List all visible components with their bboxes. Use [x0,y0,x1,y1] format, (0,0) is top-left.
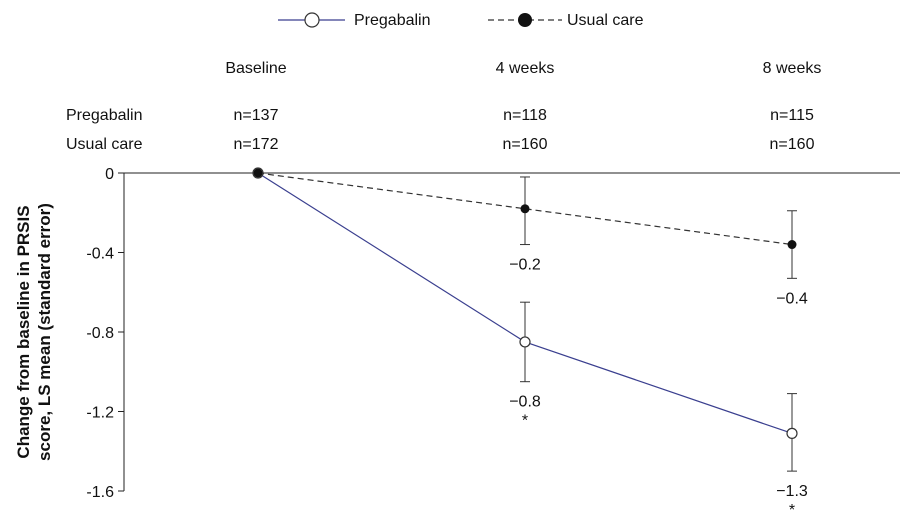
data-label-usual-care: −0.4 [776,290,808,307]
header-8-weeks: 8 weeks [763,60,822,77]
y-tick-label: 0 [105,166,114,183]
data-point-usual-care [787,240,797,250]
significance-marker: * [789,502,795,514]
legend-marker-pregabalin [304,12,320,28]
legend-marker-usual-care [518,13,532,27]
data-point-usual-care [520,204,530,214]
y-axis-label-line-2: score, LS mean (standard error) [35,203,54,461]
timepoint-headers: Baseline 4 weeks 8 weeks [225,60,821,77]
y-tick-label: -0.4 [86,246,114,263]
data-label-pregabalin: −1.3 [776,483,808,500]
legend-label-usual-care: Usual care [567,12,644,29]
n-pregabalin-baseline: n=137 [234,107,279,124]
data-point-pregabalin [519,336,531,348]
significance-marker: * [522,413,528,430]
data-point-pregabalin [786,427,798,439]
n-pregabalin-8-weeks: n=115 [770,107,814,124]
legend-item-usual-care: Usual care [488,12,644,29]
data-label-pregabalin: −0.8 [509,394,541,411]
n-row-label-usual-care: Usual care [66,136,143,153]
n-usual-care-baseline: n=172 [234,136,279,153]
n-pregabalin-4-weeks: n=118 [503,107,547,124]
y-tick-label: -1.2 [86,405,114,422]
data-label-usual-care: −0.2 [509,257,541,274]
n-usual-care-4-weeks: n=160 [503,136,548,153]
header-4-weeks: 4 weeks [496,60,555,77]
legend-label-pregabalin: Pregabalin [354,12,431,29]
y-tick-label: -1.6 [86,484,114,501]
y-axis-label-line-1: Change from baseline in PRSIS [14,205,33,458]
y-axis-label: Change from baseline in PRSIS score, LS … [14,203,54,461]
legend-item-pregabalin: Pregabalin [278,12,431,29]
plot-area: −0.8 * −1.3 * −0.2 −0.4 [252,167,808,514]
axes: 0 -0.4 -0.8 -1.2 -1.6 [86,166,900,501]
n-row-label-pregabalin: Pregabalin [66,107,143,124]
n-usual-care-8-weeks: n=160 [770,136,815,153]
y-tick-label: -0.8 [86,325,114,342]
header-baseline: Baseline [225,60,286,77]
legend: Pregabalin Usual care [278,12,644,29]
y-ticks: 0 -0.4 -0.8 -1.2 -1.6 [86,166,124,501]
n-table: Pregabalin n=137 n=118 n=115 Usual care … [66,107,815,153]
data-point-usual-care [253,168,263,178]
